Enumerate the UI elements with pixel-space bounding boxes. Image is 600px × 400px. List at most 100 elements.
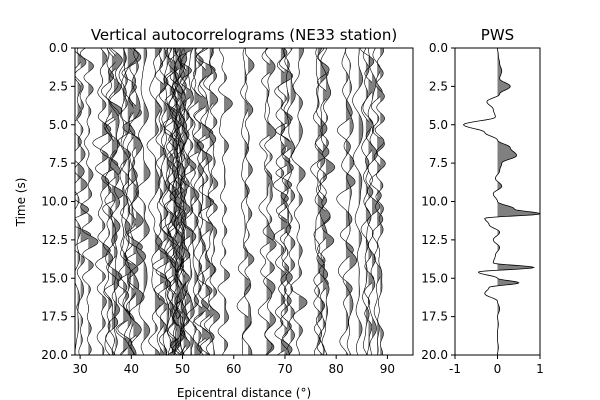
- autocorrelogram-trace: [374, 48, 386, 355]
- trace-fill: [133, 49, 143, 355]
- autocorrelogram-trace: [122, 48, 143, 355]
- trace-fill: [380, 48, 386, 355]
- trace-fill: [186, 48, 194, 351]
- main-x-tick-label: 30: [72, 362, 87, 376]
- autocorrelogram-trace: [162, 48, 178, 355]
- pws-y-tick-label: 12.5: [421, 233, 448, 247]
- trace-fill: [80, 56, 91, 347]
- trace-fill: [269, 59, 277, 352]
- pws-y-tick-label: 17.5: [421, 310, 448, 324]
- trace-fill: [377, 63, 385, 355]
- pws-y-tick-label: 0.0: [429, 41, 448, 55]
- autocorrelogram-trace: [102, 48, 124, 355]
- autocorrelogram-trace: [177, 48, 190, 355]
- autocorrelogram-trace: [79, 48, 99, 355]
- autocorrelogram-trace: [115, 48, 131, 355]
- main-x-tick-label: 60: [226, 362, 241, 376]
- autocorrelogram-trace: [181, 48, 197, 355]
- autocorrelogram-trace: [171, 48, 180, 355]
- pws-x-tick-label: 0: [494, 362, 502, 376]
- main-y-ticks: 0.0 2.5 5.0 7.5 10.0 12.5 15.0 17.5 20.0: [41, 41, 75, 362]
- autocorrelogram-trace: [320, 48, 336, 355]
- trace-fill: [115, 52, 123, 351]
- autocorrelogram-trace: [359, 48, 375, 355]
- trace-fill: [131, 48, 141, 355]
- autocorrelogram-trace: [313, 48, 331, 355]
- autocorrelogram-trace: [135, 48, 151, 355]
- trace-fill: [244, 48, 252, 333]
- main-y-tick-label: 10.0: [41, 195, 68, 209]
- autocorrelogram-trace: [172, 48, 186, 355]
- pws-title: PWS: [481, 26, 514, 44]
- autocorrelogram-trace: [177, 48, 194, 355]
- main-x-label: Epicentral distance (°): [177, 386, 311, 400]
- autocorrelogram-trace: [236, 48, 252, 355]
- pws-y-tick-label: 15.0: [421, 271, 448, 285]
- trace-fill: [349, 60, 357, 355]
- pws-y-ticks: 0.0 2.5 5.0 7.5 10.0 12.5 15.0 17.5 20.0: [421, 41, 455, 362]
- pws-x-ticks: -1 0 1: [449, 355, 544, 376]
- trace-fill: [290, 48, 296, 344]
- autocorrelogram-trace: [367, 48, 381, 355]
- autocorrelogram-trace: [155, 48, 171, 355]
- trace-fill: [108, 51, 118, 355]
- autocorrelogram-trace: [290, 48, 308, 355]
- autocorrelogram-trace: [75, 50, 85, 355]
- trace-fill: [169, 48, 178, 350]
- trace-fill: [202, 48, 209, 355]
- main-x-tick-label: 90: [380, 362, 395, 376]
- pws-trace-group: [462, 48, 540, 355]
- main-x-ticks: 30 40 50 60 70 80 90: [72, 355, 395, 376]
- pws-y-tick-label: 20.0: [421, 348, 448, 362]
- pws-y-tick-label: 5.0: [429, 118, 448, 132]
- pws-y-tick-label: 2.5: [429, 79, 448, 93]
- autocorrelogram-trace: [275, 48, 294, 355]
- trace-fill: [190, 48, 197, 355]
- main-x-tick-label: 40: [124, 362, 139, 376]
- trace-fill: [88, 60, 99, 355]
- trace-fill: [198, 55, 208, 355]
- main-y-tick-label: 20.0: [41, 348, 68, 362]
- autocorrelogram-trace: [121, 48, 142, 355]
- trace-fill: [194, 48, 204, 355]
- autocorrelogram-trace: [162, 48, 172, 355]
- trace-fill: [224, 72, 233, 353]
- main-y-tick-label: 0.0: [49, 41, 68, 55]
- main-y-tick-label: 5.0: [49, 118, 68, 132]
- main-x-tick-label: 80: [329, 362, 344, 376]
- autocorrelogram-panel: 30 40 50 60 70 80 90 0.0 2.5 5.0 7.5 10.0 12.5 15.0 1…: [14, 26, 414, 400]
- main-title: Vertical autocorrelograms (NE33 station): [91, 26, 397, 44]
- autocorrelogram-trace: [317, 48, 330, 355]
- autocorrelogram-trace: [125, 48, 146, 355]
- autocorrelogram-trace: [92, 48, 112, 355]
- main-y-tick-label: 7.5: [49, 156, 68, 170]
- trace-fill: [248, 57, 255, 355]
- pws-fill: [497, 48, 540, 355]
- autocorrelogram-trace: [105, 48, 122, 355]
- trace-fill: [213, 48, 220, 355]
- autocorrelogram-trace: [257, 48, 276, 355]
- trace-fill: [166, 48, 171, 355]
- autocorrelogram-trace: [196, 48, 216, 355]
- autocorrelogram-trace: [242, 48, 255, 355]
- main-y-label: Time (s): [14, 178, 28, 228]
- trace-fill: [372, 72, 380, 339]
- autocorrelogram-trace: [217, 48, 233, 355]
- main-y-tick-label: 15.0: [41, 271, 68, 285]
- pws-y-tick-label: 10.0: [421, 195, 448, 209]
- autocorrelogram-trace: [369, 48, 385, 355]
- pws-x-tick-label: 1: [536, 362, 544, 376]
- trace-fill: [345, 48, 356, 355]
- main-x-tick-label: 50: [175, 362, 190, 376]
- autocorrelogram-trace: [342, 48, 358, 355]
- autocorrelogram-trace: [262, 48, 277, 355]
- autocorrelogram-trace: [273, 48, 289, 355]
- autocorrelogram-trace: [121, 48, 135, 355]
- pws-trace: [462, 48, 540, 355]
- main-x-tick-label: 70: [277, 362, 292, 376]
- autocorrelogram-trace: [336, 48, 356, 355]
- pws-x-tick-label: -1: [449, 362, 461, 376]
- autocorrelogram-trace: [352, 48, 364, 355]
- trace-fill: [184, 48, 188, 348]
